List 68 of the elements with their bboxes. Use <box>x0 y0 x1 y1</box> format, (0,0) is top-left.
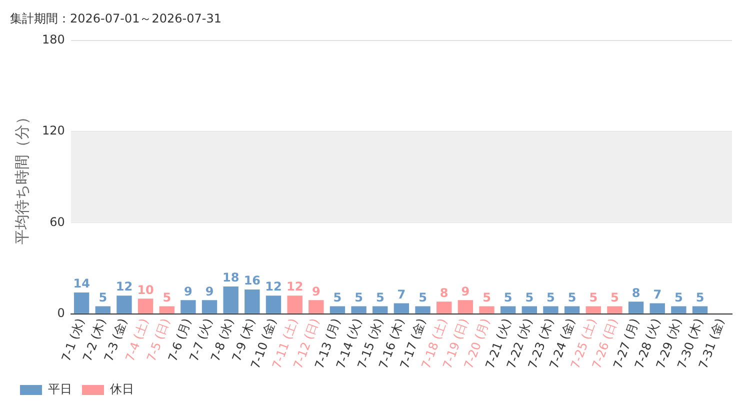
bar <box>308 300 324 314</box>
bar <box>95 306 110 314</box>
data-label: 16 <box>244 274 261 288</box>
data-label: 5 <box>568 290 576 304</box>
bar <box>180 300 196 314</box>
bar <box>628 302 644 314</box>
bar <box>159 306 174 314</box>
chart-title: 集計期間：2026-07-01～2026-07-31 <box>10 11 222 26</box>
data-label: 7 <box>653 287 662 302</box>
bar <box>564 306 580 314</box>
data-label: 9 <box>205 284 214 298</box>
data-label: 9 <box>312 284 320 298</box>
bar <box>351 306 366 314</box>
data-label: 5 <box>98 290 108 304</box>
bar <box>436 302 452 314</box>
y-tick-label: 60 <box>50 214 65 229</box>
data-label: 10 <box>137 282 154 297</box>
bar <box>394 303 410 314</box>
data-label: 5 <box>162 290 172 304</box>
bar <box>116 296 132 314</box>
bar <box>372 306 388 314</box>
data-label: 5 <box>376 290 384 304</box>
bar <box>330 306 346 314</box>
bar <box>74 292 90 314</box>
data-label: 8 <box>440 286 448 300</box>
bar <box>607 306 622 314</box>
bar <box>458 300 474 314</box>
data-label: 14 <box>73 276 90 291</box>
bar <box>543 306 558 314</box>
data-label: 5 <box>504 290 512 304</box>
data-label: 5 <box>589 290 598 304</box>
bar <box>479 306 494 314</box>
data-label: 12 <box>265 280 282 294</box>
bar <box>586 306 601 314</box>
bar <box>287 296 302 314</box>
data-label: 5 <box>610 290 619 304</box>
data-label: 12 <box>116 280 133 294</box>
data-label: 5 <box>525 290 534 304</box>
bar <box>202 300 218 314</box>
y-axis-title: 平均待ち時間（分） <box>12 110 31 245</box>
bar <box>500 306 516 314</box>
y-tick-label: 180 <box>42 32 65 47</box>
data-label: 5 <box>354 290 363 304</box>
data-label: 5 <box>546 290 555 304</box>
data-label: 8 <box>632 286 640 300</box>
y-tick-label: 120 <box>42 124 65 138</box>
data-label: 7 <box>397 287 406 302</box>
legend-label: 休日 <box>110 382 134 396</box>
data-label: 9 <box>184 284 192 298</box>
bar <box>650 303 665 314</box>
legend-label: 平日 <box>48 382 72 396</box>
data-label: 9 <box>461 284 470 298</box>
bar <box>522 306 538 314</box>
bar <box>415 306 430 314</box>
bar <box>671 306 686 314</box>
bar <box>692 306 708 314</box>
data-label: 18 <box>222 270 240 285</box>
data-label: 12 <box>286 280 304 294</box>
bar <box>244 290 260 314</box>
bar <box>223 286 238 314</box>
data-label: 5 <box>696 290 704 304</box>
data-label: 5 <box>482 290 491 304</box>
y-tick-label: 0 <box>57 306 65 320</box>
data-label: 5 <box>674 290 683 304</box>
data-label: 5 <box>333 290 342 304</box>
bar <box>266 296 282 314</box>
bar <box>138 298 154 314</box>
data-label: 5 <box>418 290 427 304</box>
